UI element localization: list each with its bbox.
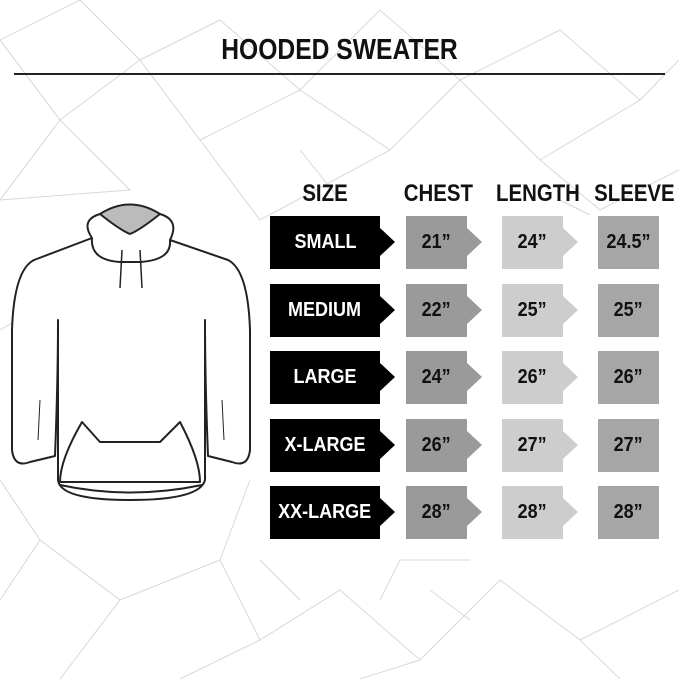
chest-value: 26”	[421, 434, 452, 456]
length-cell: 24”	[502, 216, 578, 269]
header-chest: CHEST	[403, 180, 473, 207]
hoodie-illustration	[11, 203, 251, 501]
chest-value: 28”	[421, 501, 452, 523]
size-cell: XX-LARGE	[270, 486, 395, 539]
size-value: X-LARGE	[284, 434, 366, 456]
size-cell: LARGE	[270, 351, 395, 404]
page-title: HOODED SWEATER	[221, 34, 458, 66]
length-cell: 28”	[502, 486, 578, 539]
header-length: LENGTH	[496, 180, 580, 207]
length-cell: 25”	[502, 284, 578, 337]
chest-cell: 22”	[406, 284, 482, 337]
size-cell: SMALL	[270, 216, 395, 269]
sleeve-value: 26”	[613, 366, 644, 388]
chest-cell: 28”	[406, 486, 482, 539]
title-divider	[14, 73, 665, 75]
size-value: LARGE	[293, 366, 357, 388]
sleeve-value: 27”	[613, 434, 644, 456]
header-sleeve: SLEEVE	[594, 180, 675, 207]
length-value: 27”	[517, 434, 548, 456]
header-size: SIZE	[302, 180, 348, 207]
sleeve-value: 28”	[613, 501, 644, 523]
sleeve-cell: 25”	[598, 284, 659, 337]
length-value: 25”	[517, 299, 548, 321]
chest-value: 24”	[421, 366, 452, 388]
length-cell: 27”	[502, 419, 578, 472]
chest-value: 22”	[421, 299, 452, 321]
sleeve-value: 24.5”	[606, 231, 651, 253]
sleeve-value: 25”	[613, 299, 644, 321]
chest-cell: 24”	[406, 351, 482, 404]
size-value: SMALL	[293, 231, 356, 253]
size-cell: MEDIUM	[270, 284, 395, 337]
length-value: 26”	[517, 366, 548, 388]
size-value: XX-LARGE	[278, 501, 372, 523]
size-cell: X-LARGE	[270, 419, 395, 472]
sleeve-cell: 27”	[598, 419, 659, 472]
length-cell: 26”	[502, 351, 578, 404]
size-value: MEDIUM	[288, 299, 362, 321]
chest-cell: 21”	[406, 216, 482, 269]
length-value: 24”	[517, 231, 548, 253]
length-value: 28”	[517, 501, 548, 523]
sleeve-cell: 24.5”	[598, 216, 659, 269]
chest-value: 21”	[421, 231, 452, 253]
chest-cell: 26”	[406, 419, 482, 472]
sleeve-cell: 26”	[598, 351, 659, 404]
sleeve-cell: 28”	[598, 486, 659, 539]
